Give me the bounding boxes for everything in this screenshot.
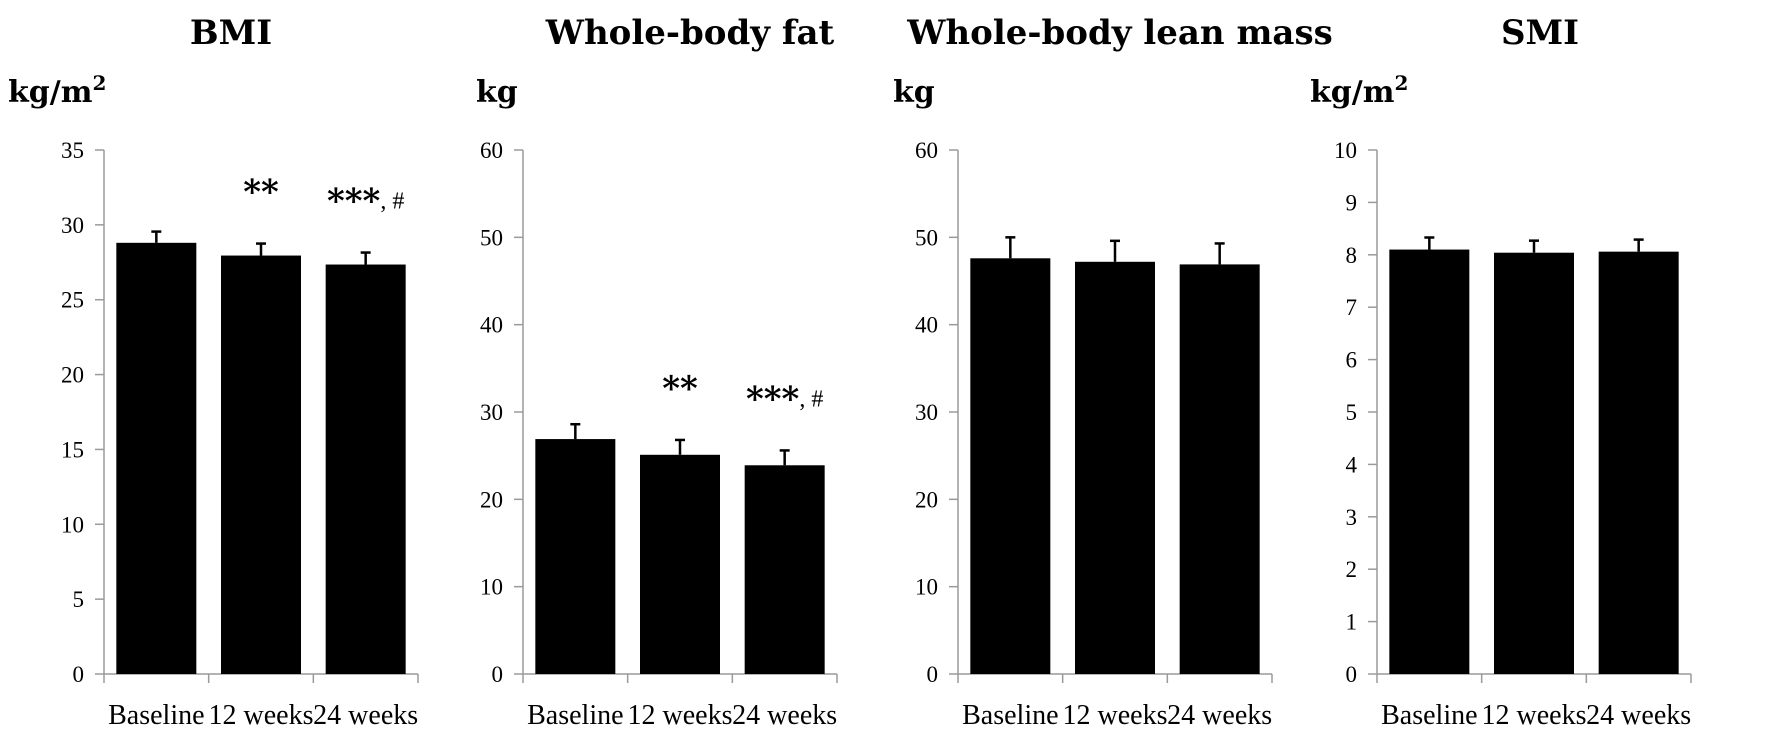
x-category-label: 24 weeks xyxy=(1586,700,1691,731)
chart-title: Whole-body lean mass xyxy=(906,13,1332,53)
y-tick-label: 10 xyxy=(61,512,84,537)
significance-stars: ** xyxy=(243,173,279,213)
y-tick-label: 50 xyxy=(915,225,938,250)
x-category-label: 12 weeks xyxy=(1063,700,1168,731)
y-tick-label: 30 xyxy=(480,400,503,425)
x-category-label: Baseline xyxy=(1381,700,1477,731)
bar-baseline xyxy=(535,439,616,674)
y-tick-label: 60 xyxy=(915,138,938,163)
y-tick-label: 20 xyxy=(915,487,938,512)
bar-12-weeks xyxy=(640,454,720,674)
y-tick-label: 2 xyxy=(1346,557,1358,582)
bar-12-weeks xyxy=(1075,261,1155,674)
y-tick-label: 0 xyxy=(73,662,85,687)
bar-baseline xyxy=(116,242,197,674)
significance-hash: , # xyxy=(380,189,404,215)
x-category-label: 12 weeks xyxy=(209,700,314,731)
y-tick-label: 60 xyxy=(480,138,503,163)
bar-12-weeks xyxy=(221,255,301,674)
y-tick-label: 0 xyxy=(927,662,939,687)
y-axis-unit-text: kg xyxy=(476,75,518,110)
y-tick-label: 40 xyxy=(915,313,938,338)
y-tick-label: 40 xyxy=(480,313,503,338)
significance-marker: ***, # xyxy=(327,182,404,222)
y-tick-label: 20 xyxy=(480,487,503,512)
y-tick-label: 50 xyxy=(480,225,503,250)
chart-title: SMI xyxy=(1501,13,1579,53)
significance-stars: ** xyxy=(662,369,698,409)
x-category-label: 24 weeks xyxy=(1167,700,1272,731)
y-tick-label: 7 xyxy=(1346,295,1358,320)
bar-24-weeks xyxy=(1598,251,1679,674)
x-category-label: Baseline xyxy=(527,700,623,731)
y-tick-label: 10 xyxy=(1334,138,1357,163)
chart-panel-2: Whole-body fat kg 0 10 20 30 40 50 60 Baseline 12 … xyxy=(476,13,838,731)
bar-24-weeks xyxy=(325,264,406,674)
y-tick-label: 25 xyxy=(61,288,84,313)
bar-12-weeks xyxy=(1494,252,1574,675)
y-axis-unit-superscript: 2 xyxy=(92,71,106,95)
y-tick-label: 4 xyxy=(1346,452,1358,477)
significance-hash: , # xyxy=(799,386,823,412)
x-category-label: 12 weeks xyxy=(1482,700,1587,731)
chart-title: Whole-body fat xyxy=(545,13,835,53)
x-category-label: Baseline xyxy=(962,700,1058,731)
y-tick-label: 0 xyxy=(492,662,504,687)
y-tick-label: 10 xyxy=(915,575,938,600)
y-axis-unit: kg xyxy=(476,75,518,110)
y-tick-label: 35 xyxy=(61,138,84,163)
significance-stars: *** xyxy=(327,182,381,222)
chart-title: BMI xyxy=(190,13,272,53)
x-category-label: 24 weeks xyxy=(732,700,837,731)
bar-baseline xyxy=(970,258,1051,674)
y-tick-label: 20 xyxy=(61,363,84,388)
y-tick-label: 30 xyxy=(915,400,938,425)
significance-marker: ***, # xyxy=(746,379,823,419)
x-category-label: 12 weeks xyxy=(628,700,733,731)
y-tick-label: 9 xyxy=(1346,190,1358,215)
y-tick-label: 3 xyxy=(1346,505,1358,530)
y-axis-unit-text: kg xyxy=(893,75,935,110)
y-axis-unit-text: kg/m xyxy=(8,75,93,110)
bar-24-weeks xyxy=(744,465,825,674)
x-category-label: 24 weeks xyxy=(313,700,418,731)
y-tick-label: 30 xyxy=(61,213,84,238)
y-tick-label: 15 xyxy=(61,437,84,462)
y-tick-label: 8 xyxy=(1346,243,1358,268)
y-axis-unit: kg xyxy=(893,75,935,110)
y-axis-unit: kg/m2 xyxy=(8,71,106,110)
chart-panel-3: Whole-body lean mass kg 0 10 20 30 40 50 60 Basel… xyxy=(893,13,1333,731)
y-axis-unit-superscript: 2 xyxy=(1394,71,1408,95)
y-axis-unit: kg/m2 xyxy=(1310,71,1408,110)
bar-24-weeks xyxy=(1179,264,1260,674)
significance-stars: *** xyxy=(746,379,800,419)
y-axis-unit-text: kg/m xyxy=(1310,75,1395,110)
significance-marker: ** xyxy=(243,173,279,213)
y-tick-label: 6 xyxy=(1346,348,1358,373)
significance-marker: ** xyxy=(662,369,698,409)
y-tick-label: 5 xyxy=(73,587,85,612)
y-tick-label: 5 xyxy=(1346,400,1358,425)
y-tick-label: 0 xyxy=(1346,662,1358,687)
x-category-label: Baseline xyxy=(108,700,204,731)
bar-baseline xyxy=(1389,249,1470,674)
y-tick-label: 1 xyxy=(1346,610,1358,635)
y-tick-label: 10 xyxy=(480,575,503,600)
